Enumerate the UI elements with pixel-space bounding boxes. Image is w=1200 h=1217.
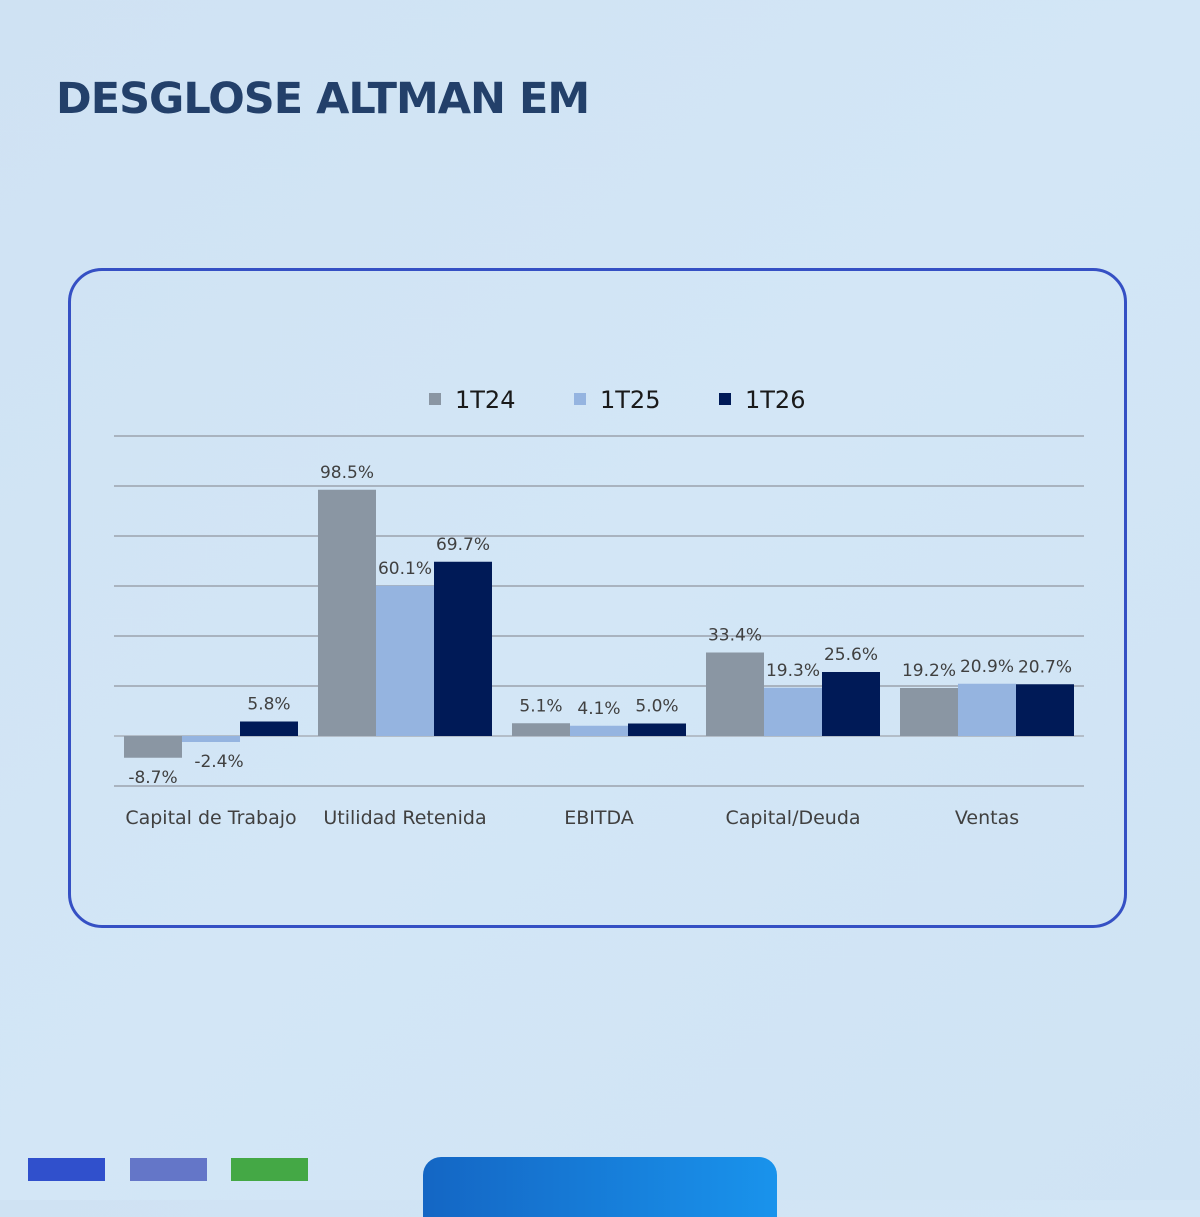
data-label: 5.8% — [247, 695, 290, 715]
bar-1t26-4 — [1016, 684, 1074, 736]
decor-swatch-blue — [28, 1158, 105, 1181]
data-label: 60.1% — [378, 559, 432, 579]
category-label: Capital de Trabajo — [125, 807, 296, 829]
data-label: 33.4% — [708, 626, 762, 646]
category-label: Capital/Deuda — [725, 807, 860, 829]
legend: 1T24 1T25 1T26 — [429, 386, 805, 414]
data-label: 5.1% — [519, 696, 562, 716]
bar-1t24-1 — [318, 489, 376, 736]
bar-1t25-3 — [764, 687, 822, 736]
data-label: -2.4% — [194, 752, 243, 772]
bottom-tab — [423, 1157, 777, 1217]
bar-chart: -8.7% -2.4% 5.8% 98.5% 60.1%69.7% 5.1% 4.1% 5.0… — [114, 386, 1084, 829]
bar-1t24-0 — [124, 736, 182, 758]
chart-card: -8.7% -2.4% 5.8% 98.5% 60.1% 69.7% 5.1% 4.1% 5.0… — [68, 268, 1127, 928]
bar-1t24-4 — [900, 688, 958, 736]
data-label: 98.5% — [320, 463, 374, 483]
legend-swatch-1t25 — [574, 393, 586, 405]
bar-1t24-2 — [512, 723, 570, 736]
page-title: DESGLOSE ALTMAN EM — [56, 74, 590, 124]
bar-1t26-2 — [628, 723, 686, 736]
legend-label-1t25: 1T25 — [600, 386, 660, 414]
data-label: 19.2% — [902, 661, 956, 681]
data-label: 4.1% — [577, 699, 620, 719]
bar-1t26-3 — [822, 672, 880, 736]
category-label: Ventas — [955, 807, 1019, 829]
bars — [124, 489, 1074, 758]
bar-1t26-1 — [434, 561, 492, 736]
data-label: 25.6% — [824, 645, 878, 665]
legend-swatch-1t26 — [719, 393, 731, 405]
bar-1t25-2 — [570, 725, 628, 736]
category-label: EBITDA — [564, 807, 634, 829]
legend-label-1t26: 1T26 — [745, 386, 805, 414]
decor-swatch-green — [231, 1158, 308, 1181]
bar-1t25-1 — [376, 585, 434, 736]
value-labels: -8.7% -2.4% 5.8% 98.5% 60.1%69.7% 5.1% 4.1% 5.0… — [128, 463, 1072, 788]
data-label: 20.7% — [1018, 657, 1072, 677]
decor-swatch-periwinkle — [130, 1158, 207, 1181]
data-label: 20.9% — [960, 657, 1014, 677]
data-label: 69.7% — [436, 535, 490, 555]
bar-1t24-3 — [706, 652, 764, 736]
data-label: 5.0% — [635, 697, 678, 717]
data-label: -8.7% — [128, 768, 177, 788]
legend-swatch-1t24 — [429, 393, 441, 405]
category-labels: Capital de Trabajo Utilidad Retenida EBITD… — [125, 807, 1019, 829]
bar-1t25-4 — [958, 683, 1016, 736]
bar-1t26-0 — [240, 721, 298, 736]
bar-1t25-0 — [182, 736, 240, 742]
legend-label-1t24: 1T24 — [455, 386, 515, 414]
category-label: Utilidad Retenida — [323, 807, 486, 829]
data-label: 19.3% — [766, 661, 820, 681]
